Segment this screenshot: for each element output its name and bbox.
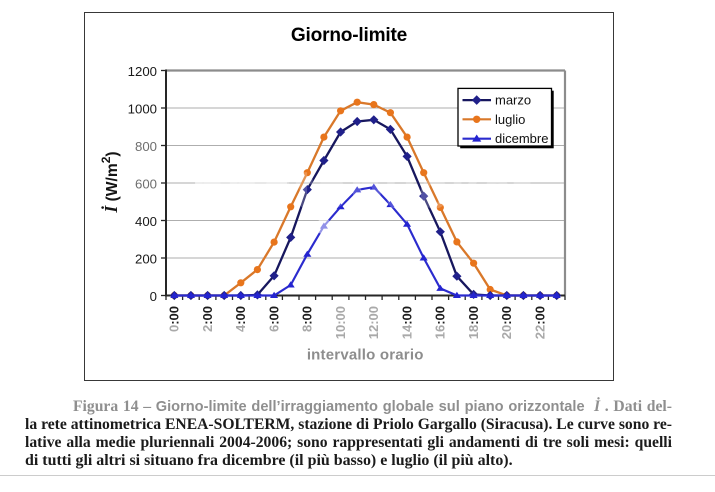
svg-text:dicembre: dicembre [495, 131, 548, 146]
svg-text:marzo: marzo [495, 93, 531, 108]
svg-text:4:00: 4:00 [233, 306, 248, 332]
svg-text:12:00: 12:00 [366, 306, 381, 339]
svg-text:18:00: 18:00 [466, 306, 481, 339]
svg-text:20:00: 20:00 [499, 306, 514, 339]
svg-text:800: 800 [135, 139, 157, 154]
svg-text:İ (W/m2): İ (W/m2) [99, 151, 121, 213]
svg-text:1000: 1000 [128, 101, 157, 116]
svg-text:8:00: 8:00 [300, 306, 315, 332]
svg-text:10:00: 10:00 [333, 306, 348, 339]
svg-text:600: 600 [135, 176, 157, 191]
svg-text:1200: 1200 [128, 64, 157, 79]
svg-text:intervallo orario: intervallo orario [307, 347, 424, 364]
svg-text:200: 200 [135, 251, 157, 266]
svg-text:luglio: luglio [495, 112, 525, 127]
svg-text:6:00: 6:00 [267, 306, 282, 332]
svg-text:Giorno-limite: Giorno-limite [291, 25, 407, 46]
svg-text:photobucket: photobucket [192, 158, 533, 220]
svg-text:0: 0 [150, 289, 157, 304]
svg-text:2:00: 2:00 [200, 306, 215, 332]
svg-text:400: 400 [135, 214, 157, 229]
svg-text:22:00: 22:00 [533, 306, 548, 339]
svg-text:0:00: 0:00 [167, 306, 182, 332]
svg-text:14:00: 14:00 [400, 306, 415, 339]
svg-text:16:00: 16:00 [433, 306, 448, 339]
